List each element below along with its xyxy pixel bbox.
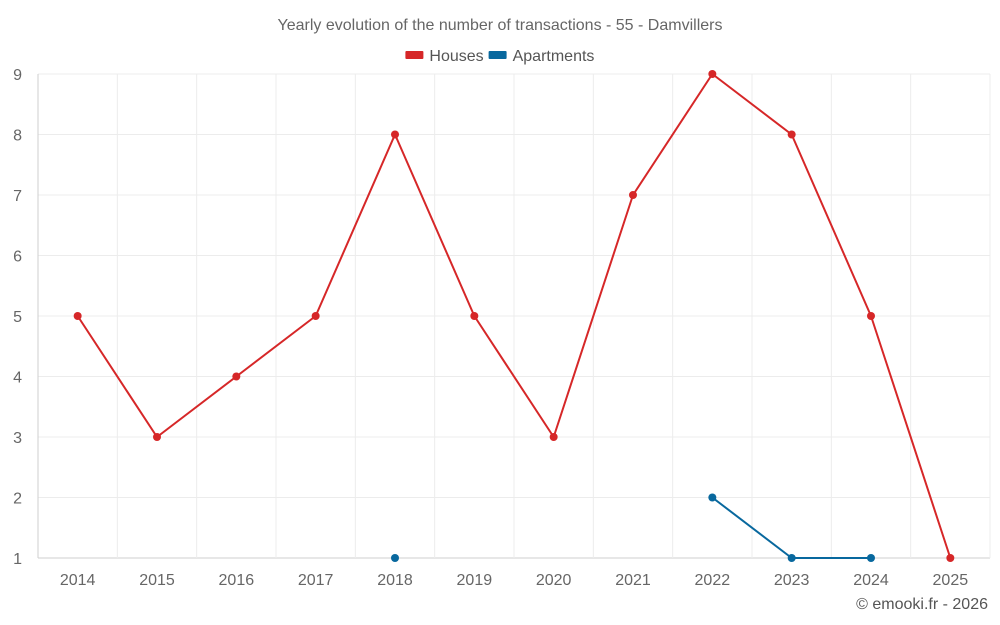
x-tick-label-2015: 2015 <box>139 572 175 589</box>
legend-swatch-houses <box>405 51 424 59</box>
x-tick-label-2019: 2019 <box>457 572 493 589</box>
apartments-line-1 <box>711 496 871 559</box>
houses-point-2020 <box>549 433 558 441</box>
chart-title: Yearly evolution of the number of transa… <box>278 17 723 34</box>
x-tick-label-2014: 2014 <box>60 572 96 589</box>
houses-point-2025 <box>946 554 955 562</box>
y-tick-label-4: 4 <box>13 370 22 387</box>
x-tick-label-2023: 2023 <box>774 572 810 589</box>
apartments-point-2022 <box>708 493 717 502</box>
x-tick-label-2021: 2021 <box>615 572 651 589</box>
y-tick-label-6: 6 <box>13 249 22 266</box>
legend-label-apartments: Apartments <box>513 48 595 65</box>
houses-point-2018 <box>391 130 399 139</box>
houses-point-2023 <box>787 130 796 139</box>
houses-point-2021 <box>629 191 637 199</box>
x-tick-label-2016: 2016 <box>219 572 255 589</box>
y-tick-label-9: 9 <box>13 67 22 84</box>
houses-line-0 <box>76 73 952 559</box>
x-tick-label-2024: 2024 <box>853 572 889 589</box>
houses-point-2019 <box>470 312 479 320</box>
x-tick-label-2020: 2020 <box>536 572 572 589</box>
houses-point-2015 <box>153 433 161 441</box>
houses-point-2014 <box>73 312 82 320</box>
y-tick-label-2: 2 <box>13 491 22 508</box>
x-tick-label-2022: 2022 <box>695 572 731 589</box>
apartments-point-2018 <box>391 554 399 562</box>
houses-point-2024 <box>867 312 875 320</box>
x-tick-label-2017: 2017 <box>298 572 334 589</box>
legend-swatch-apartments <box>488 51 507 59</box>
copyright-credit: © emooki.fr - 2026 <box>856 596 988 613</box>
axes: 1 2 3 4 5 6 7 8 9 2014 2015 2016 2017 2018 2019 2020 202… <box>13 67 968 589</box>
houses-point-2017 <box>311 312 320 320</box>
y-tick-label-8: 8 <box>13 128 22 145</box>
houses-point-2016 <box>232 372 241 381</box>
legend-label-houses: Houses <box>429 48 483 65</box>
x-tick-label-2018: 2018 <box>377 572 413 589</box>
y-tick-label-5: 5 <box>13 309 22 326</box>
grid <box>37 73 991 559</box>
apartments-point-2023 <box>787 554 796 562</box>
x-tick-label-2025: 2025 <box>933 572 969 589</box>
legend: Houses Apartments <box>405 48 594 65</box>
y-tick-label-3: 3 <box>13 430 22 447</box>
y-tick-label-7: 7 <box>13 188 22 205</box>
apartments-point-2024 <box>867 554 875 562</box>
houses-point-2022 <box>708 70 717 78</box>
y-tick-label-1: 1 <box>13 551 22 568</box>
series <box>73 70 955 562</box>
